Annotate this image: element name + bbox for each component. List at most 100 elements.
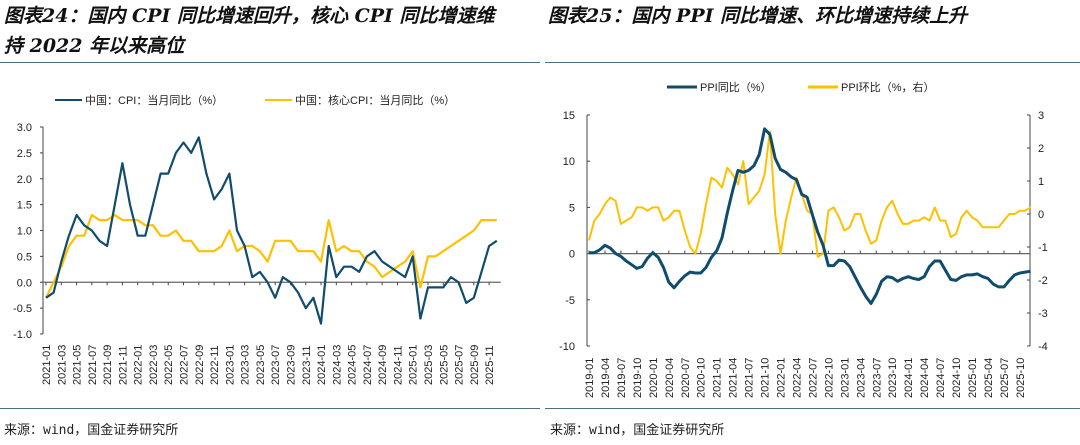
- left-x-tick-label: 2024-05: [347, 345, 359, 385]
- left-x-tick-label: 2022-07: [179, 345, 191, 385]
- right-x-tick-label: 2024-04: [919, 358, 931, 398]
- right-x-tick-label: 2023-10: [887, 358, 899, 398]
- right-x-tick-label: 2022-01: [776, 358, 788, 398]
- right-top-divider: [545, 62, 1080, 63]
- right-left-y-tick-label: 10: [563, 156, 575, 168]
- right-x-tick-label: 2021-07: [744, 358, 756, 398]
- right-legend-label: PPI环比（%，右）: [841, 80, 935, 94]
- right-x-tick-label: 2019-04: [600, 358, 612, 398]
- right-right-y-tick-label: 1: [1038, 176, 1044, 188]
- left-y-tick-label: -0.5: [13, 303, 32, 315]
- left-y-tick-label: 2.0: [17, 174, 32, 186]
- left-x-tick-label: 2022-05: [163, 345, 175, 385]
- right-x-tick-label: 2024-07: [935, 358, 947, 398]
- left-x-tick-label: 2023-07: [270, 345, 282, 385]
- right-x-tick-label: 2020-04: [664, 358, 676, 398]
- right-x-tick-label: 2021-04: [728, 358, 740, 398]
- right-x-tick-label: 2019-07: [616, 358, 628, 398]
- right-right-y-tick-label: 0: [1038, 209, 1044, 221]
- right-bottom-divider: [545, 408, 1080, 409]
- right-x-tick-label: 2022-07: [807, 358, 819, 398]
- left-x-tick-label: 2023-01: [224, 345, 236, 385]
- right-right-y-tick-label: -4: [1038, 341, 1048, 353]
- right-x-tick-label: 2022-10: [823, 358, 835, 398]
- left-x-tick-label: 2025-03: [423, 345, 435, 385]
- left-x-tick-label: 2025-09: [469, 345, 481, 385]
- right-x-tick-label: 2021-10: [760, 358, 772, 398]
- right-x-tick-label: 2020-07: [680, 358, 692, 398]
- left-y-tick-label: 0.5: [17, 251, 32, 263]
- right-left-y-tick-label: 0: [569, 249, 575, 261]
- left-x-tick-label: 2021-09: [102, 345, 114, 385]
- right-x-tick-label: 2024-10: [951, 358, 963, 398]
- right-left-y-tick-label: 15: [563, 110, 575, 122]
- left-x-tick-label: 2024-11: [392, 345, 404, 385]
- right-x-tick-label: 2023-01: [839, 358, 851, 398]
- right-x-tick-label: 2025-01: [967, 358, 979, 398]
- right-x-tick-label: 2019-01: [584, 358, 596, 398]
- left-y-tick-label: 3.0: [17, 122, 32, 134]
- right-series-line-mom: [588, 130, 1032, 258]
- left-x-tick-label: 2025-01: [408, 345, 420, 385]
- left-x-tick-label: 2022-03: [148, 345, 160, 385]
- left-title-line2: 持 2022 年以来高位: [4, 35, 185, 57]
- right-x-tick-label: 2019-10: [632, 358, 644, 398]
- right-x-tick-label: 2025-04: [983, 358, 995, 398]
- left-x-tick-label: 2024-09: [377, 345, 389, 385]
- right-x-tick-label: 2021-01: [712, 358, 724, 398]
- left-chart-title: 图表24：国内 CPI 同比增速回升，核心 CPI 同比增速维 持 2022 年…: [4, 1, 495, 61]
- left-x-tick-label: 2024-01: [316, 345, 328, 385]
- right-right-y-tick-label: 3: [1038, 110, 1044, 122]
- right-chart-title: 图表25：国内 PPI 同比增速、环比增速持续上升: [548, 5, 968, 27]
- right-right-y-tick-label: -2: [1038, 275, 1048, 287]
- left-x-tick-label: 2023-05: [255, 345, 267, 385]
- left-x-tick-label: 2024-07: [362, 345, 374, 385]
- right-x-tick-label: 2020-10: [696, 358, 708, 398]
- right-x-tick-label: 2023-07: [871, 358, 883, 398]
- left-x-tick-label: 2023-09: [285, 345, 297, 385]
- right-left-y-tick-label: -5: [565, 295, 575, 307]
- left-top-divider: [0, 62, 540, 63]
- left-series-line: [45, 136, 498, 325]
- left-legend-label: 中国：CPI：当月同比（%）: [85, 93, 223, 107]
- right-right-y-tick-label: 2: [1038, 143, 1044, 155]
- left-y-tick-label: 1.5: [17, 200, 32, 212]
- right-x-tick-label: 2022-04: [791, 358, 803, 398]
- left-x-tick-label: 2022-11: [209, 345, 221, 385]
- right-x-tick-label: 2020-01: [648, 358, 660, 398]
- right-right-y-tick-label: -3: [1038, 308, 1048, 320]
- left-x-tick-label: 2021-11: [117, 345, 129, 385]
- left-y-tick-label: 2.5: [17, 148, 32, 160]
- left-x-tick-label: 2023-11: [301, 345, 313, 385]
- left-y-tick-label: -1.0: [13, 329, 32, 341]
- left-x-tick-label: 2022-01: [133, 345, 145, 385]
- left-y-tick-label: 1.0: [17, 226, 32, 238]
- right-source-note: 来源：wind，国金证券研究所: [550, 423, 725, 438]
- left-legend-label: 中国：核心CPI：当月同比（%）: [295, 93, 455, 107]
- left-x-tick-label: 2025-07: [454, 345, 466, 385]
- right-x-tick-label: 2023-04: [855, 358, 867, 398]
- left-title-line1: 图表24：国内 CPI 同比增速回升，核心 CPI 同比增速维: [4, 5, 495, 27]
- right-legend-label: PPI同比（%）: [700, 81, 772, 94]
- right-x-tick-label: 2025-07: [999, 358, 1011, 398]
- left-y-tick-label: 0.0: [17, 277, 32, 289]
- left-x-tick-label: 2025-05: [438, 345, 450, 385]
- left-x-tick-label: 2025-11: [484, 345, 496, 385]
- right-right-y-tick-label: -1: [1038, 242, 1048, 254]
- left-x-tick-label: 2024-03: [331, 345, 343, 385]
- left-x-tick-label: 2021-07: [87, 345, 99, 385]
- left-source-note: 来源：wind，国金证券研究所: [4, 423, 179, 438]
- left-x-tick-label: 2021-01: [41, 345, 53, 385]
- right-left-y-tick-label: -10: [559, 341, 575, 353]
- right-x-tick-label: 2024-01: [903, 358, 915, 398]
- right-left-y-tick-label: 5: [569, 202, 575, 214]
- left-bottom-divider: [0, 408, 540, 409]
- right-series-line-yoy: [589, 127, 1031, 305]
- left-x-tick-label: 2022-09: [194, 345, 206, 385]
- left-x-tick-label: 2021-05: [72, 345, 84, 385]
- left-series-line: [45, 213, 497, 299]
- left-x-tick-label: 2021-03: [56, 345, 68, 385]
- left-x-tick-label: 2023-03: [240, 345, 252, 385]
- right-x-tick-label: 2025-10: [1015, 358, 1027, 398]
